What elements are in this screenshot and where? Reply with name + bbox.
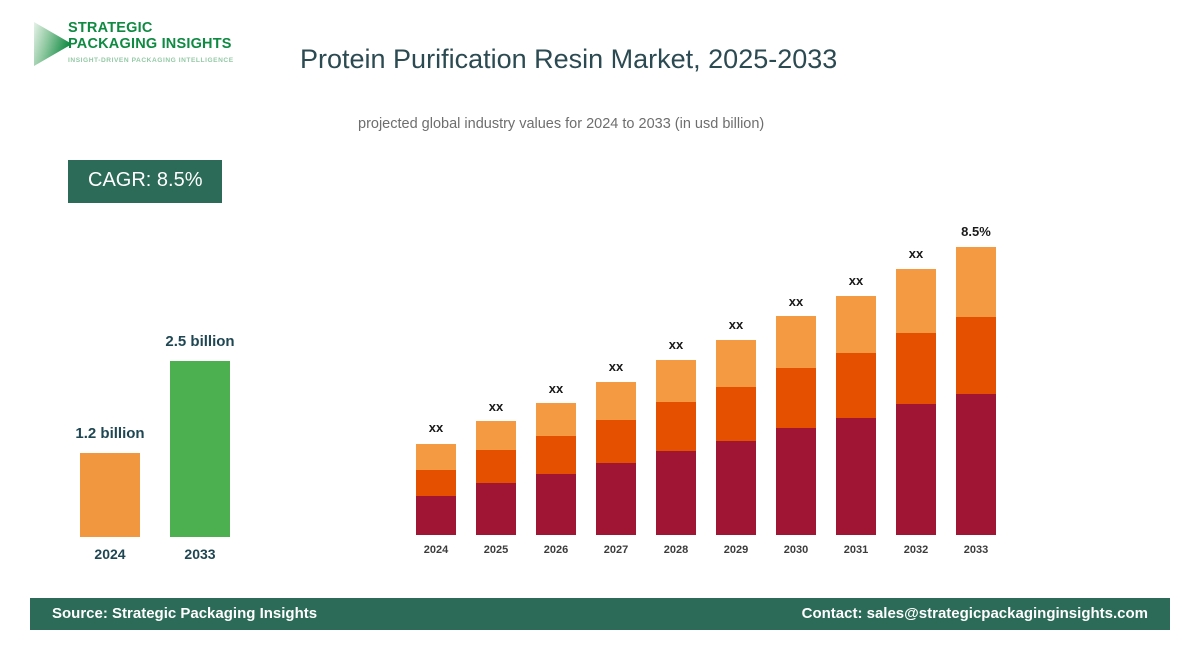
stacked-bar-value-label: xx	[488, 399, 504, 414]
stacked-bar-value-label: xx	[608, 359, 624, 374]
footer-contact-text: Contact: sales@strategicpackaginginsight…	[801, 605, 1148, 622]
stacked-bar-year-label: 2033	[963, 544, 989, 556]
stacked-bar	[536, 403, 576, 535]
stacked-bar-segment	[416, 444, 456, 470]
annual-stacked-forecast-chart: xx 2024 xx 2025 xx 2026 xx 2027 xx 2028 xx 2029 xx 20…	[400, 195, 1000, 560]
stacked-bar-segment	[776, 368, 816, 428]
stacked-bar-segment	[716, 387, 756, 441]
stacked-bar-year-label: 2024	[423, 544, 449, 556]
cagr-badge: CAGR: 8.5%	[68, 160, 223, 203]
stacked-bar-segment	[716, 340, 756, 387]
stacked-bar-value-label: xx	[848, 273, 864, 288]
stacked-bar	[596, 382, 636, 535]
stacked-bar-segment	[416, 496, 456, 535]
stacked-bar-year-label: 2028	[663, 544, 689, 556]
stacked-bar-segment	[596, 463, 636, 535]
footer-bar: Source: Strategic Packaging Insights Con…	[30, 598, 1170, 630]
stacked-bar-segment	[536, 403, 576, 436]
stacked-bar-segment	[476, 450, 516, 483]
stacked-bar	[956, 247, 996, 535]
market-size-comparison-chart: 1.2 billion 2024 2.5 billion 2033	[50, 300, 280, 570]
chevron-arrow-logo-icon	[32, 18, 74, 70]
stacked-bar-year-label: 2026	[543, 544, 569, 556]
stacked-bar-segment	[476, 483, 516, 535]
stacked-bar-year-label: 2027	[603, 544, 629, 556]
brand-tagline: INSIGHT-DRIVEN PACKAGING INTELLIGENCE	[68, 57, 234, 64]
stacked-bar-value-label: 8.5%	[961, 224, 991, 239]
stacked-bar-segment	[776, 316, 816, 368]
stacked-bar-value-label: xx	[788, 294, 804, 309]
stacked-bar-segment	[836, 296, 876, 353]
comparison-bar-value-label: 1.2 billion	[75, 425, 145, 442]
stacked-bar-year-label: 2025	[483, 544, 509, 556]
comparison-bar	[80, 453, 140, 537]
stacked-bar-segment	[896, 333, 936, 404]
footer-source-text: Source: Strategic Packaging Insights	[52, 605, 318, 622]
comparison-bar	[170, 361, 230, 537]
stacked-bar-segment	[656, 402, 696, 451]
comparison-bar-year-label: 2024	[94, 546, 126, 562]
stacked-bar-segment	[896, 404, 936, 535]
page-subtitle: projected global industry values for 202…	[358, 116, 765, 132]
stacked-bar	[716, 340, 756, 535]
stacked-bar-year-label: 2029	[723, 544, 749, 556]
stacked-bar	[656, 360, 696, 535]
stacked-bar-segment	[776, 428, 816, 535]
stacked-bar-year-label: 2030	[783, 544, 809, 556]
brand-wordmark: STRATEGIC PACKAGING INSIGHTS INSIGHT-DRI…	[68, 20, 238, 64]
stacked-bar-year-label: 2032	[903, 544, 929, 556]
stacked-bar-segment	[896, 269, 936, 333]
comparison-bar-value-label: 2.5 billion	[165, 333, 235, 350]
brand-name-line1: STRATEGIC	[68, 20, 153, 36]
stacked-bar	[776, 316, 816, 535]
stacked-bar-year-label: 2031	[843, 544, 869, 556]
stacked-bar-segment	[656, 451, 696, 535]
stacked-bar	[836, 296, 876, 535]
stacked-bar	[896, 269, 936, 535]
stacked-bar-value-label: xx	[728, 317, 744, 332]
stacked-bar-segment	[836, 418, 876, 535]
stacked-bar-value-label: xx	[548, 381, 564, 396]
stacked-bar-segment	[536, 436, 576, 474]
brand-name-line2: PACKAGING INSIGHTS	[68, 35, 232, 52]
brand-logo: STRATEGIC PACKAGING INSIGHTS INSIGHT-DRI…	[32, 16, 233, 78]
stacked-bar-segment	[476, 421, 516, 450]
stacked-bar-segment	[656, 360, 696, 402]
page-title: Protein Purification Resin Market, 2025-…	[300, 44, 838, 74]
stacked-bar	[416, 444, 456, 535]
stacked-bar-value-label: xx	[428, 420, 444, 435]
stacked-bar-segment	[716, 441, 756, 535]
stacked-bar-segment	[416, 470, 456, 496]
stacked-bar-segment	[956, 394, 996, 535]
stacked-bar-value-label: xx	[668, 337, 684, 352]
stacked-bar-segment	[596, 420, 636, 463]
comparison-bar-year-label: 2033	[184, 546, 216, 562]
stacked-bar-value-label: xx	[908, 246, 924, 261]
stacked-bar-segment	[836, 353, 876, 418]
stacked-bar-segment	[956, 247, 996, 317]
stacked-bar-segment	[536, 474, 576, 535]
stacked-bar-segment	[596, 382, 636, 420]
stacked-bar	[476, 421, 516, 535]
stacked-bar-segment	[956, 317, 996, 394]
